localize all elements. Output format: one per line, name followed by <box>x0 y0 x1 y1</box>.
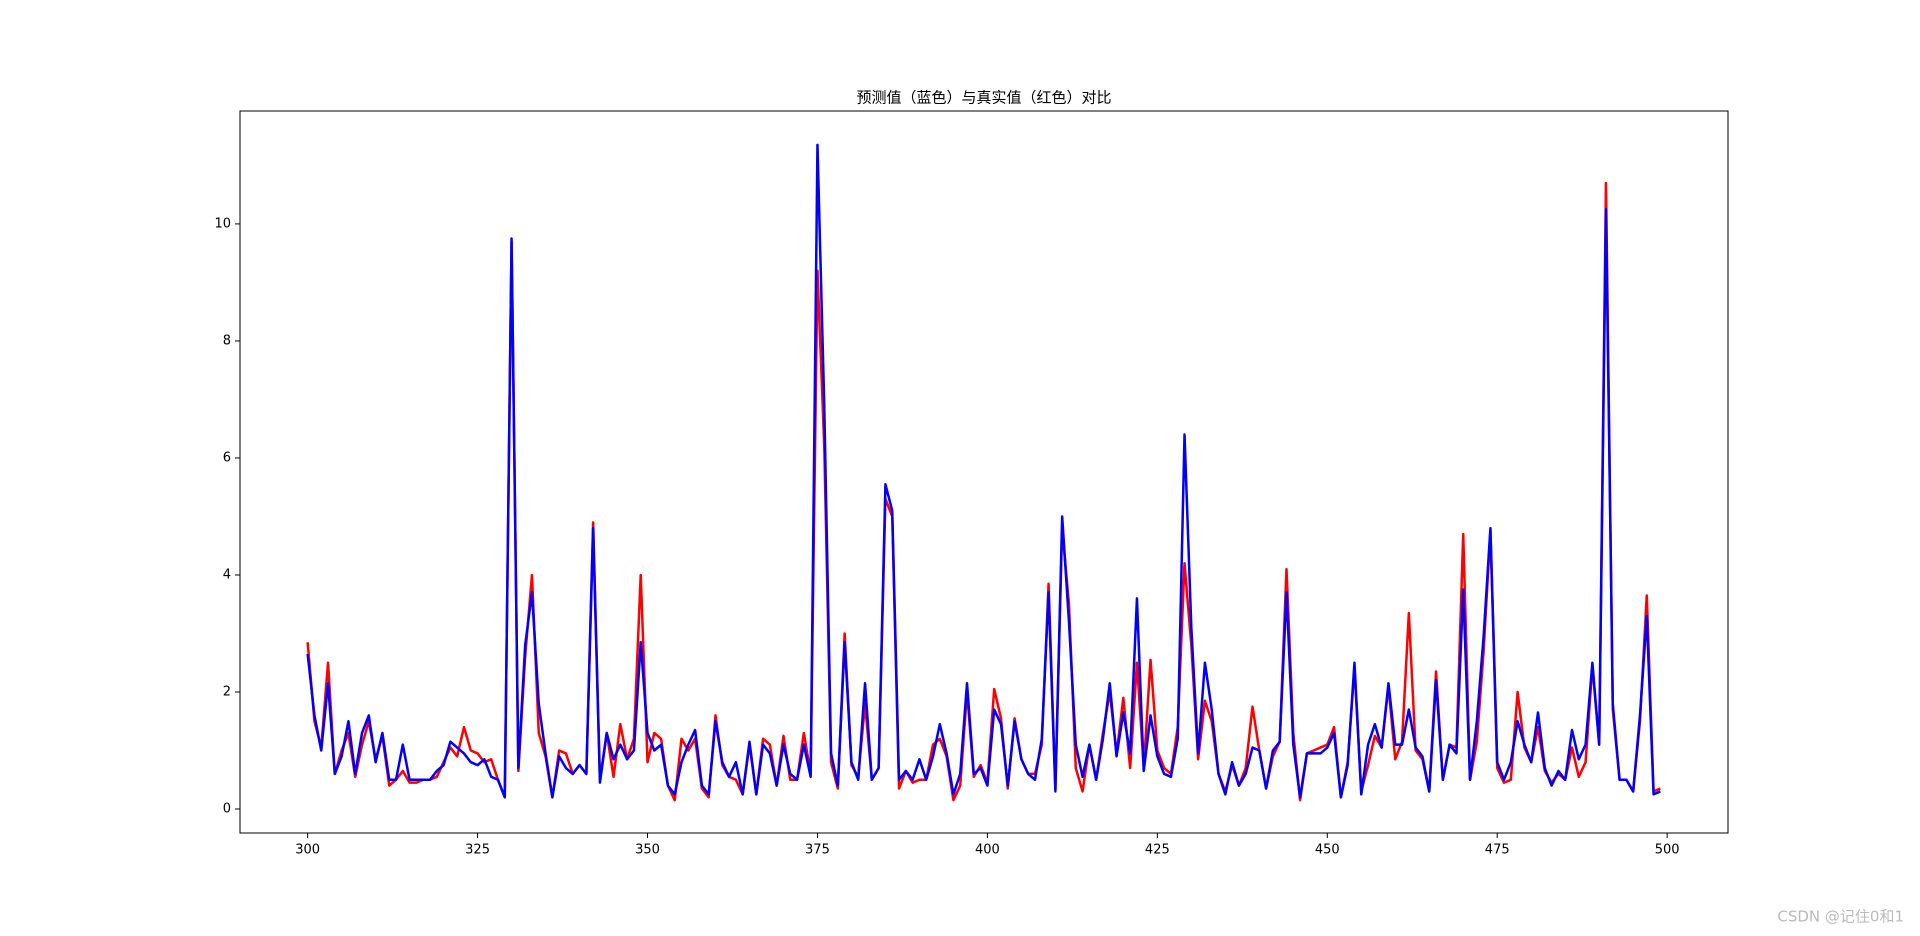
y-tick-label: 8 <box>223 333 231 348</box>
chart-title: 预测值（蓝色）与真实值（红色）对比 <box>856 89 1111 107</box>
x-tick-label: 325 <box>465 843 490 858</box>
x-tick-label: 425 <box>1145 843 1170 858</box>
watermark: CSDN @记住0和1 <box>1777 908 1904 926</box>
x-tick-label: 375 <box>805 843 830 858</box>
plot-frame <box>239 110 1729 834</box>
x-tick-label: 475 <box>1485 843 1510 858</box>
y-tick-label: 0 <box>223 802 231 817</box>
y-tick-label: 10 <box>214 216 231 231</box>
x-tick-label: 400 <box>975 843 1000 858</box>
y-tick-label: 6 <box>223 450 231 465</box>
x-tick-label: 350 <box>635 843 660 858</box>
y-tick-label: 2 <box>223 684 231 699</box>
data-line <box>306 143 1661 799</box>
x-tick-label: 450 <box>1315 843 1340 858</box>
y-tick-label: 4 <box>223 567 231 582</box>
x-tick-label: 500 <box>1655 843 1680 858</box>
x-tick-label: 300 <box>295 843 320 858</box>
